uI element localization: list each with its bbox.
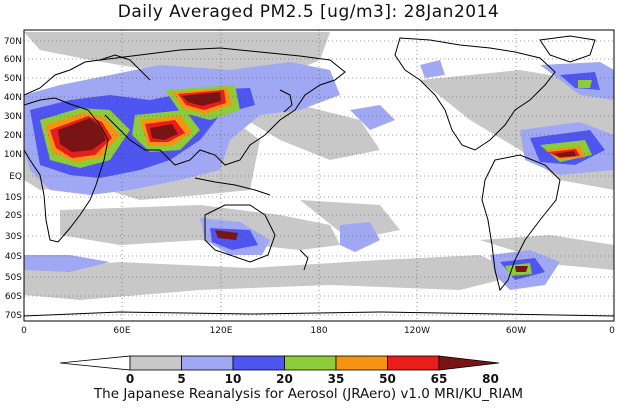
colorbar-tick-label: 5 [177,372,185,386]
lat-label: 70S [5,311,22,321]
lat-label: 50S [5,273,22,283]
lat-label: 60S [5,292,22,302]
colorbar-segment [387,355,440,371]
map-frame [23,29,615,322]
lat-label: 20S [5,211,22,221]
lat-label: 40N [4,93,22,103]
colorbar-segment [129,355,182,371]
lat-label: 20N [4,131,22,141]
lon-label: 120E [210,326,233,336]
concentration-field [24,32,614,317]
colorbar-tick-label: 65 [431,372,448,386]
lat-label: 30S [5,232,22,242]
lon-label: 0 [609,326,615,336]
lat-label: EQ [9,172,22,182]
lon-label: 180 [310,326,327,336]
colorbar-segment [232,355,285,371]
lat-label: 30N [4,112,22,122]
level-80-plus [58,92,576,272]
lon-label: 60W [506,326,526,336]
lat-label: 60N [4,55,22,65]
lat-label: 50N [4,74,22,84]
coastlines [24,35,614,317]
lon-label: 120W [404,326,430,336]
colorbar-tick-label: 50 [379,372,396,386]
map-title: Daily Averaged PM2.5 [ug/m3]: 28Jan2014 [117,2,500,22]
colorbar-segment [181,355,234,371]
colorbar-tick-label: 0 [126,372,134,386]
colorbar-tick-label: 80 [482,372,499,386]
colorbar: 0 5 10 20 35 50 65 80 [59,355,500,386]
lon-label: 0 [21,326,27,336]
footer-credit: The Japanese Reanalysis for Aerosol (JRA… [93,386,524,402]
lat-label: 40S [5,252,22,262]
lat-label: 10N [4,150,22,160]
lat-label: 10S [5,193,22,203]
colorbar-tick-label: 10 [225,372,242,386]
colorbar-segment [59,355,131,371]
colorbar-tick-label: 20 [276,372,293,386]
latitude-labels: 70N 60N 50N 40N 30N 20N 10N EQ 10S 20S 3… [4,37,22,321]
longitude-labels: 0 60E 120E 180 120W 60W 0 [21,326,615,336]
colorbar-segment [335,355,388,371]
colorbar-segment [284,355,337,371]
graticule [24,30,614,321]
level-5-10 [24,32,614,300]
lon-label: 60E [113,326,130,336]
colorbar-segment [438,355,500,371]
colorbar-tick-label: 35 [328,372,345,386]
lat-label: 70N [4,37,22,47]
